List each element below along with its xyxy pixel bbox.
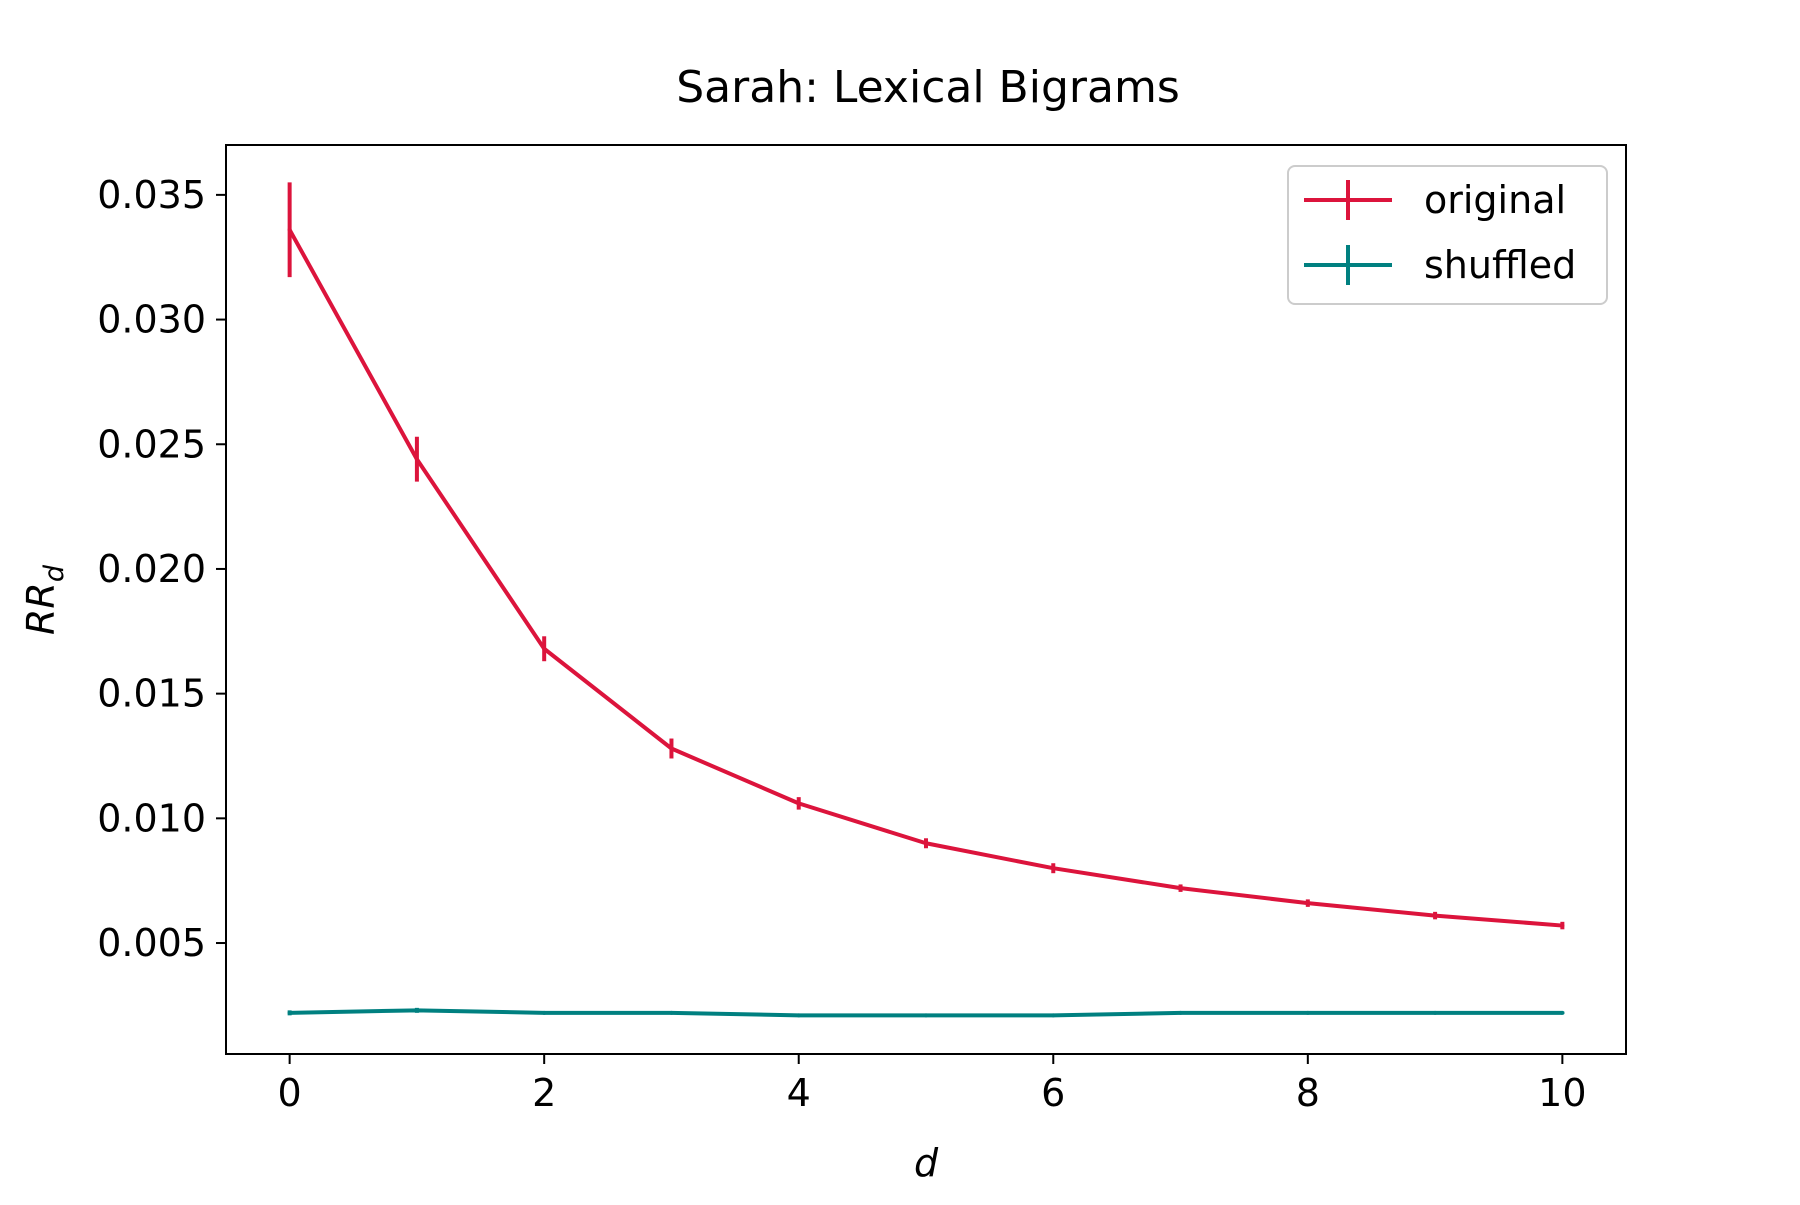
y-tick-label: 0.010: [97, 796, 206, 840]
data-point-shuffled: [669, 1010, 674, 1015]
plot-frame: [225, 144, 1627, 1055]
data-point-shuffled: [1051, 1013, 1056, 1018]
data-point-original: [287, 227, 292, 232]
data-point-original: [669, 746, 674, 751]
y-axis: 0.005 0.010 0.015 0.020 0.025 0.030 0.035: [97, 173, 226, 965]
data-point-original: [1178, 886, 1183, 891]
data-point-original: [1560, 923, 1565, 928]
data-point-shuffled: [542, 1010, 547, 1015]
data-point-original: [1433, 913, 1438, 918]
y-tick-label: 0.030: [97, 298, 206, 342]
x-tick-label: 4: [787, 1071, 811, 1115]
legend-label-shuffled: shuffled: [1424, 243, 1576, 287]
x-tick-label: 6: [1041, 1071, 1065, 1115]
legend: original shuffled: [1287, 165, 1608, 305]
data-point-shuffled: [1560, 1010, 1565, 1015]
y-tick-label: 0.025: [97, 422, 206, 466]
x-axis: 0 2 4 6 8 10: [278, 1054, 1587, 1115]
chart-title: Sarah: Lexical Bigrams: [676, 62, 1180, 113]
y-tick-label: 0.015: [97, 672, 206, 716]
data-point-shuffled: [796, 1013, 801, 1018]
data-point-shuffled: [1178, 1010, 1183, 1015]
data-point-shuffled: [414, 1008, 419, 1013]
data-point-original: [1051, 866, 1056, 871]
data-point-shuffled: [1305, 1010, 1310, 1015]
y-tick-label: 0.005: [97, 921, 206, 965]
data-point-original: [796, 801, 801, 806]
data-point-shuffled: [924, 1013, 928, 1018]
y-tick-label: 0.035: [97, 173, 206, 217]
x-tick-label: 0: [278, 1071, 302, 1115]
data-point-original: [542, 646, 547, 651]
x-tick-label: 2: [532, 1071, 556, 1115]
data-point-original: [924, 841, 928, 846]
x-tick-label: 8: [1296, 1071, 1320, 1115]
y-axis-label: RRd: [19, 564, 70, 635]
data-point-original: [414, 457, 419, 462]
x-tick-label: 10: [1538, 1071, 1586, 1115]
series-layer: [287, 182, 1565, 1018]
y-axis-label-main: RR: [19, 582, 63, 635]
y-axis-label-subscript: d: [39, 564, 70, 582]
legend-label-original: original: [1424, 178, 1566, 222]
x-axis-label: d: [914, 1141, 939, 1185]
data-point-shuffled: [287, 1010, 292, 1015]
data-point-shuffled: [1433, 1010, 1438, 1015]
y-tick-label: 0.020: [97, 547, 206, 591]
data-point-original: [1305, 901, 1310, 906]
